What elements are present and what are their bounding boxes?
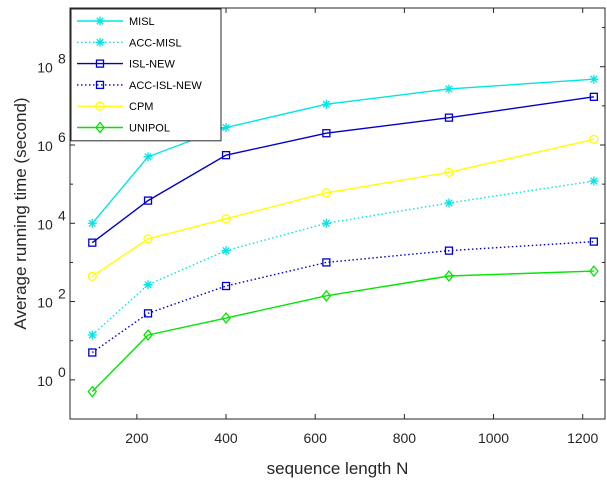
y-tick-label-exponent: 0 [58, 364, 66, 380]
series-line [91, 138, 595, 277]
y-tick-label-exponent: 4 [58, 207, 66, 223]
data-point [444, 84, 454, 94]
series-cpm [87, 134, 599, 282]
data-point [87, 330, 97, 340]
data-point [321, 99, 331, 109]
legend-item: ACC-MISL [77, 37, 182, 49]
plot-area-border [69, 7, 606, 420]
legend-item: ISL-NEW [77, 59, 175, 71]
legend-swatch-marker [95, 59, 105, 68]
data-point [87, 385, 98, 398]
data-point [143, 196, 153, 205]
y-tick-label-exponent: 8 [58, 51, 66, 67]
series-line [91, 180, 594, 336]
data-point [221, 281, 231, 291]
data-point [221, 311, 231, 325]
series-line [91, 270, 594, 393]
data-point [444, 167, 454, 178]
legend: MISL ACC-MISL ISL-NEW ACC-ISL-NEW CPM UNIPOL [70, 8, 222, 142]
series-layer [87, 74, 599, 398]
y-tick-label-exponent: 2 [58, 286, 66, 302]
x-tick-label: 1200 [567, 430, 598, 446]
data-point [88, 238, 97, 247]
data-point [221, 246, 231, 256]
series-unipol [87, 265, 599, 398]
data-point [444, 269, 454, 283]
legend-swatch-marker [95, 101, 105, 111]
data-point [589, 92, 599, 101]
data-point [143, 280, 153, 290]
series-isl-new [88, 92, 599, 247]
legend-swatch-marker [95, 37, 105, 47]
data-point [143, 234, 153, 244]
y-axis-label: Average running time (second) [11, 97, 30, 329]
y-tick-label: 10 [37, 373, 53, 389]
legend-item: CPM [77, 101, 153, 113]
data-point [221, 122, 231, 132]
data-point [143, 309, 153, 318]
legend-label: MISL [129, 16, 155, 28]
data-point [444, 113, 454, 122]
legend-label: ISL-NEW [129, 59, 175, 71]
x-tick-label: 400 [214, 430, 238, 446]
legend-label: ACC-ISL-NEW [129, 80, 202, 92]
y-tick-label: 10 [37, 138, 53, 154]
data-point [444, 246, 454, 255]
x-tick-label: 1000 [478, 430, 509, 446]
legend-label: UNIPOL [129, 123, 170, 135]
y-tick-label-exponent: 6 [58, 129, 66, 145]
series-acc-misl [87, 176, 599, 340]
data-point [143, 328, 153, 342]
data-point [589, 176, 599, 186]
y-tick-label: 10 [37, 295, 53, 311]
legend-box [70, 8, 222, 142]
data-point [589, 134, 599, 144]
x-tick-label: 600 [304, 430, 328, 446]
legend-item: UNIPOL [77, 121, 170, 135]
data-point [322, 258, 331, 267]
legend-swatch-marker [95, 80, 105, 90]
legend-swatch-marker [95, 121, 105, 134]
data-point [88, 348, 97, 357]
data-point [87, 271, 97, 282]
data-point [321, 188, 332, 198]
data-point [321, 289, 332, 302]
series-acc-isl-new [88, 237, 599, 357]
data-point [589, 237, 599, 246]
ticks-layer: 200 400 600 800 1000 1200 10 0 10 2 10 4 10 6 10 8 [37, 8, 605, 446]
legend-item: ACC-ISL-NEW [77, 80, 202, 92]
legend-item: MISL [77, 16, 155, 28]
x-axis-label: sequence length N [267, 459, 409, 478]
y-tick-label: 10 [37, 216, 53, 232]
series-line [91, 78, 594, 224]
data-point [321, 218, 331, 228]
legend-label: ACC-MISL [129, 37, 182, 49]
data-point [143, 152, 153, 162]
data-point [221, 151, 231, 160]
series-line [91, 240, 594, 354]
legend-swatch-marker [95, 16, 105, 26]
y-tick-label: 10 [37, 60, 53, 76]
data-point [221, 214, 231, 224]
data-point [589, 74, 599, 84]
legend-label: CPM [129, 101, 153, 113]
series-misl [87, 74, 599, 228]
data-point [322, 129, 331, 138]
x-tick-label: 200 [125, 430, 149, 446]
data-point [87, 218, 97, 228]
series-line [91, 96, 594, 244]
x-tick-label: 800 [393, 430, 417, 446]
data-point [444, 198, 454, 208]
data-point [589, 265, 599, 278]
